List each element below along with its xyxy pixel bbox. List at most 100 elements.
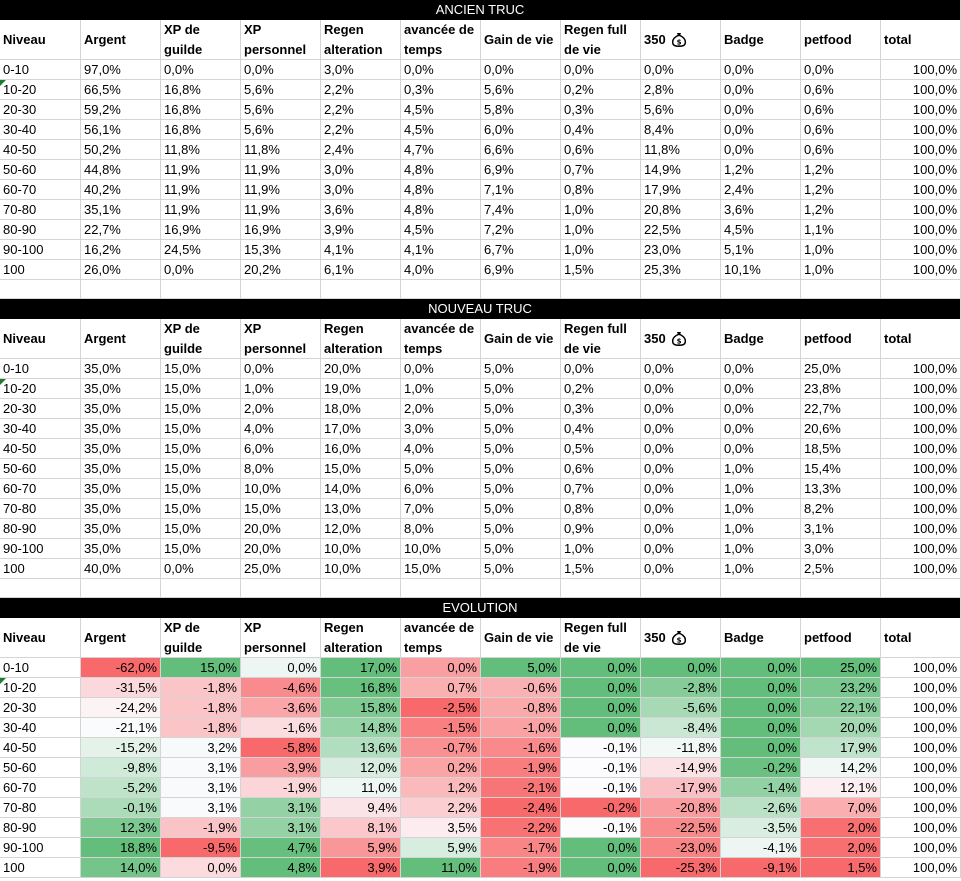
empty-cell[interactable] <box>721 280 801 299</box>
value-cell[interactable]: 0,0% <box>641 419 721 439</box>
value-cell[interactable]: -1,6% <box>481 738 561 758</box>
column-header[interactable]: Gain de vie <box>481 618 561 658</box>
value-cell[interactable]: 3,5% <box>401 818 481 838</box>
value-cell[interactable]: 59,2% <box>81 100 161 120</box>
value-cell[interactable]: -1,0% <box>481 718 561 738</box>
empty-cell[interactable] <box>881 579 961 598</box>
value-cell[interactable]: 3,1% <box>241 798 321 818</box>
value-cell[interactable]: 13,6% <box>321 738 401 758</box>
value-cell[interactable]: 4,7% <box>241 838 321 858</box>
value-cell[interactable]: -2,6% <box>721 798 801 818</box>
empty-cell[interactable] <box>241 280 321 299</box>
level-cell[interactable]: 10-20 <box>0 678 81 698</box>
level-cell[interactable]: 70-80 <box>0 798 81 818</box>
column-header[interactable]: avancée de temps <box>401 319 481 359</box>
value-cell[interactable]: 0,0% <box>561 658 641 678</box>
value-cell[interactable]: 1,0% <box>561 539 641 559</box>
value-cell[interactable]: 0,0% <box>401 359 481 379</box>
value-cell[interactable]: 11,8% <box>641 140 721 160</box>
value-cell[interactable]: 4,7% <box>401 140 481 160</box>
value-cell[interactable]: 15,0% <box>321 459 401 479</box>
value-cell[interactable]: 1,0% <box>721 459 801 479</box>
value-cell[interactable]: 2,4% <box>721 180 801 200</box>
value-cell[interactable]: -25,3% <box>641 858 721 878</box>
value-cell[interactable]: 10,0% <box>321 559 401 579</box>
value-cell[interactable]: 0,0% <box>721 379 801 399</box>
value-cell[interactable]: 100,0% <box>881 818 961 838</box>
level-cell[interactable]: 0-10 <box>0 60 81 80</box>
value-cell[interactable]: 0,0% <box>241 60 321 80</box>
value-cell[interactable]: 3,1% <box>801 519 881 539</box>
value-cell[interactable]: 6,6% <box>481 140 561 160</box>
value-cell[interactable]: -0,1% <box>561 818 641 838</box>
value-cell[interactable]: 6,9% <box>481 260 561 280</box>
value-cell[interactable]: -1,5% <box>401 718 481 738</box>
value-cell[interactable]: 5,0% <box>481 399 561 419</box>
value-cell[interactable]: 1,0% <box>561 200 641 220</box>
column-header[interactable]: Regen alteration <box>321 319 401 359</box>
value-cell[interactable]: -1,9% <box>241 778 321 798</box>
value-cell[interactable]: 16,2% <box>81 240 161 260</box>
value-cell[interactable]: 0,6% <box>801 140 881 160</box>
column-header[interactable]: petfood <box>801 319 881 359</box>
value-cell[interactable]: 12,0% <box>321 758 401 778</box>
value-cell[interactable]: 20,6% <box>801 419 881 439</box>
value-cell[interactable]: 97,0% <box>81 60 161 80</box>
value-cell[interactable]: 26,0% <box>81 260 161 280</box>
level-cell[interactable]: 90-100 <box>0 838 81 858</box>
value-cell[interactable]: 6,1% <box>321 260 401 280</box>
value-cell[interactable]: -5,6% <box>641 698 721 718</box>
value-cell[interactable]: 4,8% <box>241 858 321 878</box>
column-header[interactable]: Argent <box>81 618 161 658</box>
value-cell[interactable]: 0,0% <box>641 479 721 499</box>
value-cell[interactable]: 1,5% <box>561 559 641 579</box>
value-cell[interactable]: 5,0% <box>481 479 561 499</box>
empty-cell[interactable] <box>561 579 641 598</box>
value-cell[interactable]: 11,9% <box>161 180 241 200</box>
column-header[interactable]: XP de guilde <box>161 20 241 60</box>
value-cell[interactable]: 1,2% <box>801 160 881 180</box>
value-cell[interactable]: 4,1% <box>401 240 481 260</box>
value-cell[interactable]: 5,0% <box>481 559 561 579</box>
value-cell[interactable]: -4,1% <box>721 838 801 858</box>
value-cell[interactable]: 5,0% <box>481 379 561 399</box>
value-cell[interactable]: 1,1% <box>801 220 881 240</box>
value-cell[interactable]: -1,9% <box>161 818 241 838</box>
empty-cell[interactable] <box>81 280 161 299</box>
value-cell[interactable]: -0,2% <box>561 798 641 818</box>
value-cell[interactable]: 3,0% <box>321 180 401 200</box>
value-cell[interactable]: -14,9% <box>641 758 721 778</box>
value-cell[interactable]: 5,0% <box>481 459 561 479</box>
value-cell[interactable]: 0,0% <box>641 359 721 379</box>
value-cell[interactable]: 23,0% <box>641 240 721 260</box>
value-cell[interactable]: 100,0% <box>881 160 961 180</box>
empty-cell[interactable] <box>321 280 401 299</box>
value-cell[interactable]: 20,8% <box>641 200 721 220</box>
value-cell[interactable]: -1,7% <box>481 838 561 858</box>
column-header[interactable]: avancée de temps <box>401 20 481 60</box>
value-cell[interactable]: 25,0% <box>801 658 881 678</box>
value-cell[interactable]: 14,8% <box>321 718 401 738</box>
value-cell[interactable]: 0,0% <box>721 140 801 160</box>
value-cell[interactable]: 14,2% <box>801 758 881 778</box>
value-cell[interactable]: 15,0% <box>161 519 241 539</box>
value-cell[interactable]: 8,2% <box>801 499 881 519</box>
value-cell[interactable]: 0,8% <box>561 499 641 519</box>
value-cell[interactable]: 3,1% <box>161 798 241 818</box>
value-cell[interactable]: 1,0% <box>721 479 801 499</box>
level-cell[interactable]: 40-50 <box>0 738 81 758</box>
value-cell[interactable]: 0,2% <box>401 758 481 778</box>
value-cell[interactable]: 10,0% <box>401 539 481 559</box>
value-cell[interactable]: 5,1% <box>721 240 801 260</box>
value-cell[interactable]: 1,0% <box>561 240 641 260</box>
value-cell[interactable]: 0,0% <box>641 499 721 519</box>
value-cell[interactable]: 0,0% <box>721 80 801 100</box>
value-cell[interactable]: 17,0% <box>321 658 401 678</box>
value-cell[interactable]: 100,0% <box>881 738 961 758</box>
value-cell[interactable]: 0,0% <box>641 439 721 459</box>
value-cell[interactable]: 35,0% <box>81 539 161 559</box>
value-cell[interactable]: 15,0% <box>241 499 321 519</box>
value-cell[interactable]: 5,0% <box>481 539 561 559</box>
value-cell[interactable]: 3,6% <box>321 200 401 220</box>
value-cell[interactable]: 25,0% <box>241 559 321 579</box>
